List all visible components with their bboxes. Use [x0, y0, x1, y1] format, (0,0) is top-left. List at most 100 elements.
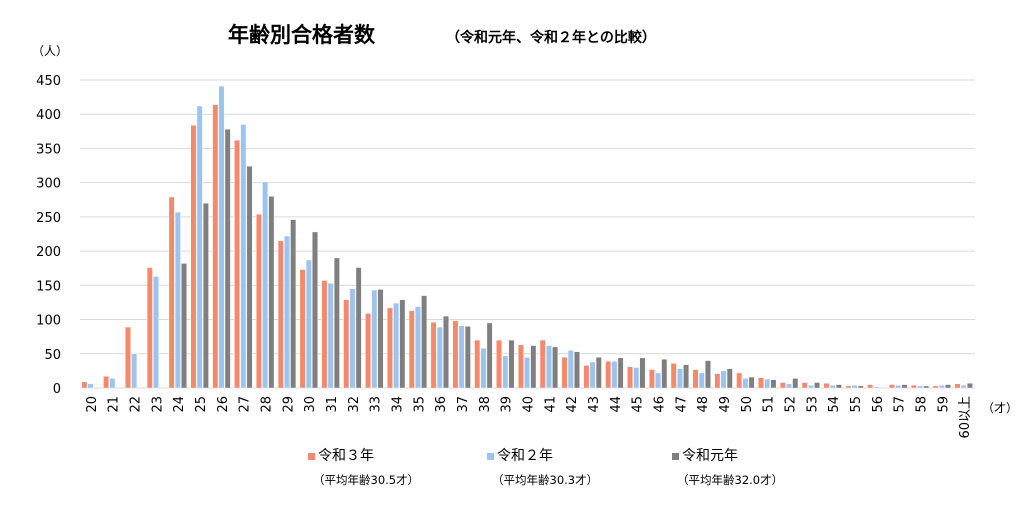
x-tick-label: 38 — [478, 396, 493, 413]
x-tick-label: 31 — [325, 396, 340, 413]
bar — [748, 376, 755, 389]
bar — [829, 385, 836, 389]
bar — [758, 377, 764, 389]
legend-label: 令和元年 — [682, 448, 738, 464]
bar — [561, 357, 568, 389]
y-tick-label: 0 — [53, 382, 61, 397]
bar — [508, 339, 515, 389]
bar — [125, 326, 131, 389]
chart-title: 年齢別合格者数 — [228, 23, 376, 47]
x-tick-label: 58 — [914, 396, 929, 413]
bar — [196, 105, 203, 389]
bar — [81, 381, 88, 389]
x-tick-label: 20 — [85, 396, 100, 413]
bar — [371, 289, 378, 389]
bar — [524, 357, 531, 389]
bar — [792, 378, 799, 389]
bar — [312, 231, 318, 389]
x-tick-label: 43 — [587, 396, 602, 413]
x-tick-label: 27 — [238, 396, 253, 413]
x-axis-ticks: 20 21 22 23 24 25 26 27 28 29 30 31 32 33 34 35 36 37 38 39… — [85, 396, 973, 439]
chart-subtitle: （令和元年、令和２年との比較） — [446, 29, 656, 46]
x-tick-label: 46 — [652, 396, 667, 413]
x-tick-label: 54 — [827, 396, 842, 413]
bar — [736, 372, 743, 389]
bar — [224, 129, 231, 389]
bar — [945, 384, 951, 389]
y-tick-label: 50 — [44, 348, 61, 363]
bar — [552, 346, 559, 389]
bar — [168, 196, 175, 389]
x-tick-label: 56 — [871, 396, 886, 413]
bar — [786, 383, 792, 389]
x-tick-label: 33 — [369, 396, 384, 413]
bar — [240, 124, 247, 389]
bar — [873, 386, 880, 389]
bar — [277, 240, 284, 389]
bar — [932, 385, 939, 389]
x-tick-label: 40 — [522, 396, 537, 413]
legend-label: 令和３年 — [318, 448, 374, 464]
x-tick-label: 28 — [260, 396, 275, 413]
bar — [246, 166, 253, 389]
bar — [851, 385, 858, 389]
bar — [655, 372, 661, 389]
bar — [290, 219, 297, 389]
bar — [823, 383, 830, 389]
x-tick-label: 42 — [565, 396, 580, 413]
x-tick-label: 41 — [543, 396, 558, 413]
y-tick-label: 300 — [36, 177, 61, 192]
bar — [268, 196, 275, 389]
legend: 令和３年 （平均年齢30.5才） 令和２年 （平均年齢30.3才） 令和元年 （平均年齢3… — [308, 448, 783, 487]
bar — [452, 320, 459, 389]
bar — [262, 181, 269, 389]
bar — [458, 325, 465, 389]
bar — [284, 235, 290, 389]
bar — [617, 357, 624, 389]
bar — [87, 383, 94, 389]
bar — [683, 364, 690, 389]
y-tick-label: 450 — [36, 74, 61, 89]
bar — [714, 373, 721, 389]
x-tick-label: 29 — [281, 396, 296, 413]
bar — [480, 348, 487, 389]
bar — [705, 360, 711, 389]
bar — [633, 367, 640, 389]
bar — [393, 302, 400, 389]
x-tick-label: 34 — [391, 396, 406, 413]
y-tick-label: 350 — [36, 142, 61, 157]
x-tick-label: 32 — [347, 396, 362, 413]
bar — [299, 269, 306, 389]
bar — [954, 383, 961, 389]
legend-swatch — [672, 453, 679, 460]
bar — [779, 382, 786, 389]
bar — [496, 339, 502, 389]
bar — [436, 326, 443, 389]
bar — [202, 202, 209, 389]
bar — [343, 299, 350, 389]
bar — [966, 383, 973, 389]
bar — [530, 345, 537, 389]
bar — [889, 384, 895, 389]
bar — [595, 357, 602, 389]
bar — [574, 351, 580, 389]
bar — [639, 357, 646, 389]
x-tick-label: 44 — [609, 396, 624, 413]
bar — [589, 361, 596, 389]
bar — [677, 368, 683, 389]
bar — [857, 385, 864, 389]
bar — [583, 365, 590, 389]
legend-note: （平均年齢32.0才） — [677, 473, 783, 487]
bar — [845, 385, 852, 389]
bar — [807, 385, 814, 389]
x-tick-label: 30 — [303, 396, 318, 413]
bar — [355, 267, 362, 389]
x-tick-label: 45 — [631, 396, 646, 413]
bar — [917, 385, 923, 389]
bar — [327, 283, 334, 389]
bar — [212, 104, 219, 389]
bar — [698, 372, 705, 389]
y-tick-label: 250 — [36, 211, 61, 226]
bar — [627, 366, 633, 389]
